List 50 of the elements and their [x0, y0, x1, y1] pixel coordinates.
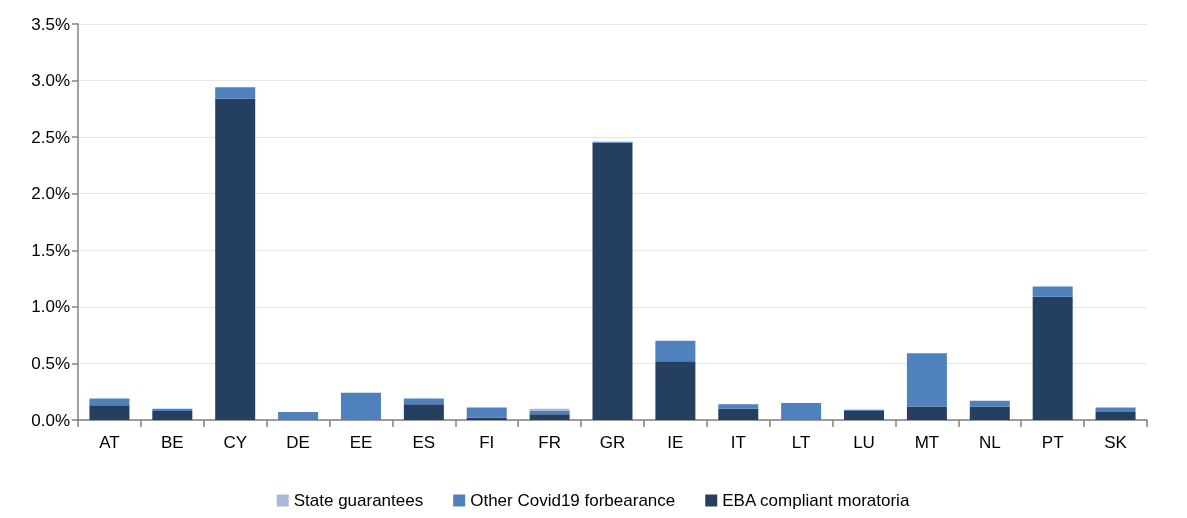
x-tick-label: LU — [853, 433, 875, 452]
bar — [592, 142, 633, 420]
bar — [1095, 412, 1136, 420]
bar — [906, 406, 947, 420]
x-tick-label: PT — [1041, 433, 1064, 452]
x-tick-label: ES — [412, 433, 436, 452]
bar — [278, 412, 319, 420]
bar — [152, 410, 193, 420]
y-tick-label: 3.0% — [31, 71, 70, 91]
bar — [529, 414, 570, 420]
legend-label: Other Covid19 forbearance — [470, 491, 676, 510]
bar — [781, 403, 822, 420]
legend-label: EBA compliant moratoria — [722, 491, 910, 510]
bar — [844, 410, 885, 420]
y-tick-label: 0.5% — [31, 353, 70, 373]
bar — [906, 353, 947, 407]
x-tick-label: FI — [479, 433, 495, 452]
bar — [655, 361, 696, 420]
bar — [466, 407, 507, 418]
y-tick-label: 3.5% — [31, 14, 70, 34]
x-tick-label: CY — [223, 433, 248, 452]
x-tick-label: IE — [667, 433, 684, 452]
x-tick-label: EE — [349, 433, 373, 452]
x-tick-label: DE — [286, 433, 310, 452]
legend-label: State guarantees — [293, 491, 424, 510]
bar — [718, 408, 759, 420]
y-tick-label: 2.0% — [31, 184, 70, 204]
bar — [718, 404, 759, 409]
x-tick-label: SK — [1104, 433, 1128, 452]
bar — [1032, 296, 1073, 420]
y-tick-label: 1.0% — [31, 297, 70, 317]
bar — [89, 405, 130, 420]
bar — [969, 406, 1010, 420]
bar — [215, 98, 256, 420]
y-tick-label: 1.5% — [31, 240, 70, 260]
x-tick-label: LT — [791, 433, 811, 452]
x-tick-label: NL — [978, 433, 1001, 452]
y-tick-label: 0.0% — [31, 410, 70, 430]
x-tick-label: IT — [730, 433, 746, 452]
bar — [1032, 286, 1073, 297]
y-tick-label: 2.5% — [31, 127, 70, 147]
bar — [655, 340, 696, 362]
x-tick-label: GR — [599, 433, 626, 452]
x-tick-label: AT — [99, 433, 120, 452]
bar — [215, 87, 256, 99]
x-tick-label: FR — [538, 433, 561, 452]
bar — [340, 392, 381, 420]
x-tick-label: MT — [914, 433, 940, 452]
bar — [403, 404, 444, 420]
x-tick-label: BE — [160, 433, 184, 452]
